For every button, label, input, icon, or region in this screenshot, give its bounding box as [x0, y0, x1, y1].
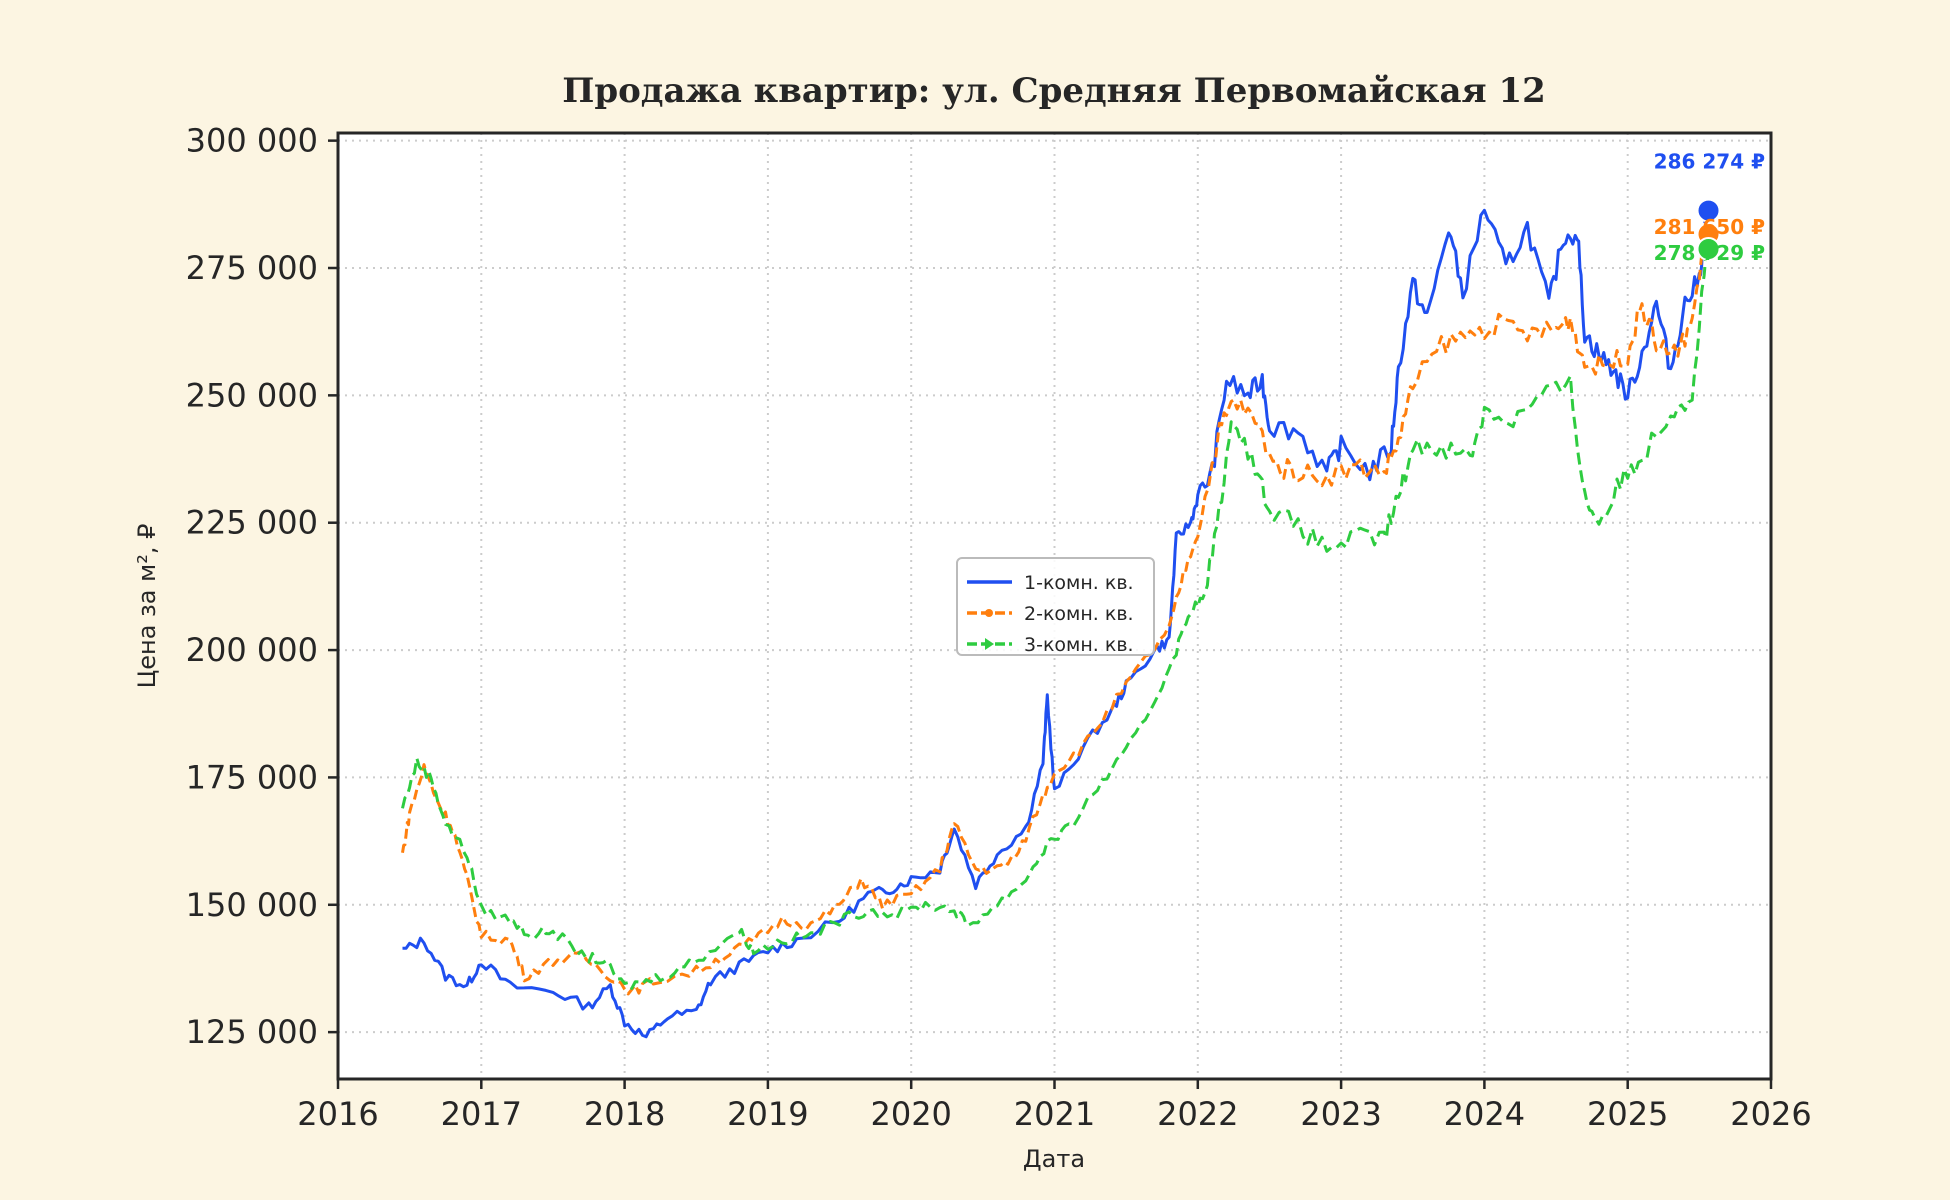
x-tick-label: 2024: [1444, 1095, 1525, 1133]
legend-label: 3-комн. кв.: [1024, 634, 1134, 656]
y-tick-label: 300 000: [186, 122, 318, 160]
x-axis-label: Дата: [1023, 1145, 1085, 1173]
y-tick-label: 225 000: [186, 504, 318, 542]
y-tick-label: 175 000: [186, 758, 318, 796]
x-tick-label: 2025: [1587, 1095, 1668, 1133]
y-tick-label: 250 000: [186, 376, 318, 414]
last-value-annotations: 286 274 ₽ 281 650 ₽278 729 ₽: [1654, 150, 1765, 265]
x-tick-label: 2016: [297, 1095, 378, 1133]
x-tick-label: 2019: [727, 1095, 808, 1133]
legend: 1-комн. кв. 2-комн. кв. 3-комн. кв.: [956, 557, 1155, 656]
chart-title: Продажа квартир: ул. Средняя Первомайска…: [562, 71, 1546, 111]
last-value-label: 278 729 ₽: [1654, 241, 1765, 265]
x-tick-label: 2022: [1157, 1095, 1238, 1133]
legend-label: 2-комн. кв.: [1024, 603, 1134, 625]
x-tick-label: 2021: [1014, 1095, 1095, 1133]
series-line-3: [401, 248, 1708, 990]
y-tick-label: 150 000: [186, 886, 318, 924]
x-tick-label: 2017: [441, 1095, 522, 1133]
series-lines: [401, 208, 1708, 1039]
legend-label: 1-комн. кв.: [1024, 572, 1134, 594]
legend-marker: [985, 638, 994, 650]
series-line-1: [402, 208, 1708, 1039]
y-axis-label: Цена за м², ₽: [133, 524, 161, 689]
last-value-label: 286 274 ₽: [1654, 150, 1765, 174]
x-tick-label: 2020: [870, 1095, 951, 1133]
legend-marker: [985, 609, 993, 617]
x-tick-label: 2026: [1730, 1095, 1811, 1133]
last-value-marker: [1696, 237, 1721, 262]
series-line-2: [401, 233, 1708, 996]
y-tick-label: 200 000: [186, 631, 318, 669]
last-value-marker: [1696, 198, 1721, 223]
last-value-label: 281 650 ₽: [1654, 215, 1765, 239]
grid: [337, 133, 1772, 1079]
x-tick-label: 2018: [584, 1095, 665, 1133]
x-tick-label: 2023: [1300, 1095, 1381, 1133]
y-tick-label: 125 000: [186, 1013, 318, 1051]
axis-ticks: 2016 2017 2018 2019 2020 2021 2022 2023 2024 2025…: [186, 122, 1812, 1133]
y-tick-label: 275 000: [186, 249, 318, 287]
